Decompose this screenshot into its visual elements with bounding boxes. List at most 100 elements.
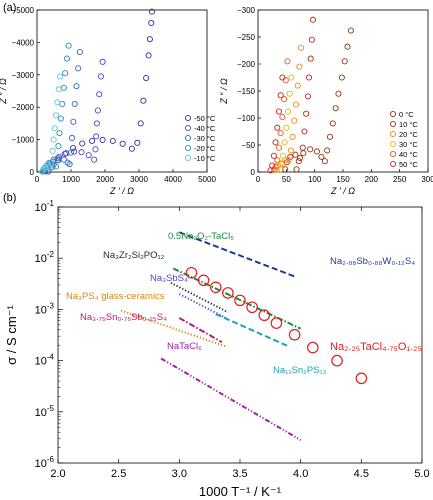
series-5 xyxy=(270,58,291,173)
fit-line xyxy=(160,357,302,441)
data-point xyxy=(85,152,92,159)
data-point xyxy=(48,159,55,166)
data-point xyxy=(286,90,293,97)
legend-label: -40 °C xyxy=(194,124,216,133)
legend-label: 20 °C xyxy=(399,130,418,139)
data-point xyxy=(303,110,310,117)
fit-line xyxy=(215,313,289,348)
legend-label: 30 °C xyxy=(399,140,418,149)
legend-marker xyxy=(389,130,397,138)
legend-marker xyxy=(389,160,397,168)
series-8 xyxy=(160,357,302,441)
series-label: Na₂.₂₅TaCl₄.₇₅O₁.₂₅ xyxy=(330,341,422,353)
data-point xyxy=(269,162,276,169)
fit-line xyxy=(170,281,229,314)
y-tick-label: 0 xyxy=(251,168,256,177)
data-point xyxy=(246,301,258,314)
legend-marker xyxy=(184,134,192,142)
data-point xyxy=(270,152,277,159)
data-point xyxy=(331,354,343,367)
data-point xyxy=(309,16,317,23)
data-point xyxy=(128,145,135,152)
data-point xyxy=(305,74,313,81)
data-point xyxy=(197,274,210,287)
data-point xyxy=(76,49,83,56)
data-point xyxy=(60,84,67,91)
data-point xyxy=(299,144,306,151)
x-tick-label: 200 xyxy=(365,175,379,184)
data-point xyxy=(258,309,271,322)
data-point xyxy=(49,147,56,154)
panel-a-plot-1: 0 1000 2000 3000 4000 5000 0 −1000 −2000 −3000 −40… xyxy=(0,6,216,196)
fit-line xyxy=(178,231,295,278)
x-tick-label: 3.0 xyxy=(172,468,187,480)
series-6 xyxy=(178,317,223,343)
x-tick-label: 4.0 xyxy=(293,468,308,480)
data-point xyxy=(284,58,291,65)
y-tick-label: −150 xyxy=(237,87,256,96)
data-point xyxy=(96,91,103,98)
data-point xyxy=(321,158,328,165)
data-point xyxy=(301,128,308,135)
legend-label: -30 °C xyxy=(194,134,216,143)
data-point xyxy=(307,55,314,62)
data-point xyxy=(277,92,284,99)
series-3 xyxy=(40,49,83,175)
panel-a-label: (a) xyxy=(3,2,16,14)
data-point xyxy=(97,73,104,80)
data-point xyxy=(145,52,152,59)
data-point xyxy=(60,156,67,163)
legend-marker xyxy=(389,150,397,158)
data-point xyxy=(329,120,336,127)
series-label: NaTaCl₆ xyxy=(167,341,202,352)
series-2 xyxy=(42,58,106,175)
data-point xyxy=(94,107,101,114)
data-point xyxy=(137,120,144,127)
legend-marker xyxy=(184,144,192,152)
x-tick-label: 2.0 xyxy=(50,468,65,480)
legend-label: -50 °C xyxy=(194,114,216,123)
data-point xyxy=(75,65,82,72)
x-tick-label: 4000 xyxy=(164,175,182,184)
y-tick-label: −2000 xyxy=(12,103,35,112)
y-axis-label: σ / S cm⁻¹ xyxy=(4,305,19,365)
data-point xyxy=(318,153,325,160)
data-point xyxy=(338,74,345,81)
y-tick-label: −100 xyxy=(237,114,256,123)
data-point xyxy=(148,19,155,27)
series-label: 0.5Na₂O₂-TaCl₅ xyxy=(168,231,234,242)
data-point xyxy=(275,144,283,151)
data-point xyxy=(109,137,116,144)
y-tick-label: −50 xyxy=(241,141,255,150)
data-point xyxy=(47,165,54,172)
data-point xyxy=(326,133,334,140)
x-tick-label: 3.5 xyxy=(232,468,247,480)
y-tick-label: −250 xyxy=(237,33,256,42)
data-point xyxy=(63,55,70,62)
data-point xyxy=(79,140,86,147)
panel-b-label: (b) xyxy=(3,192,16,204)
y-axis-label: Z ″ / Ω xyxy=(0,78,8,105)
x-axis-label: Z ′ / Ω xyxy=(330,186,355,196)
data-point xyxy=(57,73,64,80)
y-tick-label: 10-5 xyxy=(35,404,55,419)
data-point xyxy=(78,149,85,156)
data-point xyxy=(274,157,281,164)
data-point xyxy=(52,112,60,119)
series-label: Na₃Zr₂Si₂PO₁₂ xyxy=(103,250,165,261)
series-label: Na₁₁Sn₂PS₁₂ xyxy=(273,365,327,376)
data-point xyxy=(222,287,234,299)
legend-marker xyxy=(389,110,397,118)
y-tick-label: −4000 xyxy=(12,38,35,47)
legend-label: 50 °C xyxy=(399,160,418,169)
data-point xyxy=(51,125,58,132)
y-tick-label: −200 xyxy=(237,60,256,69)
data-point xyxy=(335,90,342,97)
x-tick-label: 2000 xyxy=(96,175,114,184)
data-point xyxy=(307,146,314,153)
series-label: Na₃.₇₅Sn₀.₇₅Sb₀.₂₅S₄ xyxy=(80,312,167,323)
data-point xyxy=(146,36,153,43)
series-5 xyxy=(39,73,64,175)
data-point xyxy=(344,43,351,50)
data-point xyxy=(292,101,300,108)
